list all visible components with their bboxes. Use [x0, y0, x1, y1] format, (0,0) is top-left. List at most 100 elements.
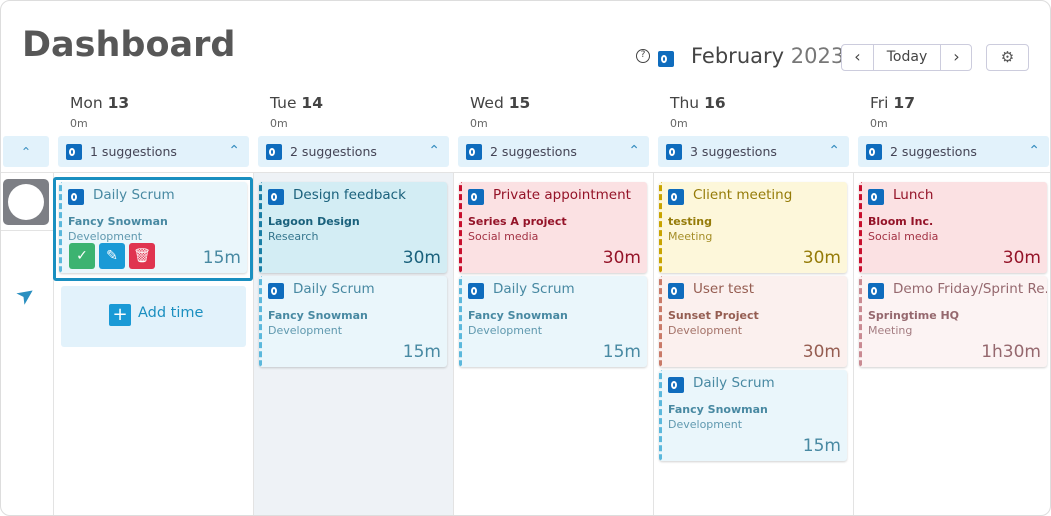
event-category: Development [68, 230, 143, 243]
event-duration: 30m [1002, 248, 1041, 268]
selection-outline [53, 177, 253, 281]
delete-button[interactable]: 🗑 [129, 243, 155, 269]
event-duration: 15m [402, 342, 441, 362]
collapse-button[interactable]: ⌃ [3, 136, 49, 167]
prev-button[interactable]: ‹ [842, 45, 874, 70]
day-header: Tue 14 [270, 94, 323, 112]
weekday: Fri [870, 94, 889, 112]
event-category: Research [268, 230, 319, 243]
event-project: Fancy Snowman [468, 309, 568, 322]
year: 2023 [790, 44, 845, 68]
date: 16 [704, 94, 726, 112]
event-duration: 30m [802, 248, 841, 268]
help-icon[interactable]: ? [636, 49, 650, 63]
event-project: Series A project [468, 215, 567, 228]
outlook-icon [866, 144, 882, 160]
event-duration: 15m [802, 436, 841, 456]
event-category: Development [268, 324, 343, 337]
day-total: 0m [670, 117, 688, 130]
suggestions-label: 3 suggestions [690, 144, 777, 159]
event-card[interactable]: Lunch Bloom Inc. Social media 30m [859, 182, 1047, 273]
date: 14 [301, 94, 323, 112]
weekday: Wed [470, 94, 504, 112]
column-line [453, 172, 454, 515]
outlook-icon [668, 283, 684, 299]
event-card[interactable]: Daily Scrum Fancy Snowman Development 15m [659, 370, 847, 461]
event-category: Development [668, 324, 743, 337]
expand-icon: ⌃ [428, 143, 440, 159]
divider [1, 172, 1050, 173]
event-card[interactable]: User test Sunset Project Development 30m [659, 276, 847, 367]
event-project: Lagoon Design [268, 215, 360, 228]
event-project: Sunset Project [668, 309, 759, 322]
expand-icon: ⌃ [228, 143, 240, 159]
event-card[interactable]: Private appointment Series A project Socia… [459, 182, 647, 273]
day-header: Mon 13 [70, 94, 129, 112]
add-time-label: Add time [138, 305, 204, 321]
event-card[interactable]: Design feedback Lagoon Design Research 30m [259, 182, 447, 273]
event-category: Meeting [668, 230, 713, 243]
day-header: Fri 17 [870, 94, 915, 112]
day-total: 0m [870, 117, 888, 130]
outlook-icon [666, 144, 682, 160]
event-card[interactable]: Demo Friday/Sprint Re... Springtime HQ Mee… [859, 276, 1047, 367]
event-project: Fancy Snowman [68, 215, 168, 228]
today-button[interactable]: Today [886, 49, 928, 65]
next-button[interactable]: › [940, 45, 972, 70]
outlook-icon [466, 144, 482, 160]
suggestions-bar[interactable]: 3 suggestions ⌃ [658, 136, 849, 167]
event-card[interactable]: Client meeting testing Meeting 30m [659, 182, 847, 273]
suggestions-bar[interactable]: 1 suggestions ⌃ [58, 136, 249, 167]
expand-icon: ⌃ [628, 143, 640, 159]
event-duration: 1h30m [981, 342, 1041, 362]
date: 15 [508, 94, 531, 112]
suggestions-bar[interactable]: 2 suggestions ⌃ [458, 136, 649, 167]
event-duration: 30m [602, 248, 641, 268]
suggestions-label: 2 suggestions [290, 144, 377, 159]
add-icon: + [109, 304, 131, 326]
suggestions-bar[interactable]: 2 suggestions ⌃ [858, 136, 1049, 167]
approve-button[interactable]: ✓ [69, 243, 95, 269]
event-title: Demo Friday/Sprint Re... [893, 281, 1047, 297]
avatar [3, 179, 49, 225]
outlook-icon [68, 189, 84, 205]
edit-button[interactable]: ✎ [99, 243, 125, 269]
event-card[interactable]: Daily Scrum Fancy Snowman Development 15m [459, 276, 647, 367]
event-duration: 15m [202, 248, 241, 268]
event-title: Lunch [893, 187, 934, 203]
event-project: Springtime HQ [868, 309, 960, 322]
outlook-icon [468, 189, 484, 205]
add-time[interactable]: + Add time [61, 286, 246, 347]
day-total: 0m [470, 117, 488, 130]
event-project: testing [668, 215, 712, 228]
event-category: Development [668, 418, 743, 431]
event-category: Social media [868, 230, 939, 243]
avatar-circle [8, 184, 44, 220]
expand-icon: ⌃ [1028, 143, 1040, 159]
event-title: Private appointment [493, 187, 631, 203]
outlook-icon [66, 144, 82, 160]
page-title: Dashboard [22, 25, 236, 65]
outlook-icon [468, 283, 484, 299]
outlook-icon [668, 189, 684, 205]
month: February [691, 44, 785, 68]
outlook-icon [668, 377, 684, 393]
suggestions-bar[interactable]: 2 suggestions ⌃ [258, 136, 449, 167]
event-card[interactable]: Daily Scrum Fancy Snowman Development 15m ✓ ✎… [59, 182, 247, 273]
day-header: Wed 15 [470, 94, 530, 112]
outlook-icon [658, 51, 674, 67]
event-title: Design feedback [293, 187, 406, 203]
event-title: Daily Scrum [293, 281, 375, 297]
settings-button[interactable]: ⚙ [986, 44, 1029, 71]
outlook-icon [268, 189, 284, 205]
event-duration: 15m [602, 342, 641, 362]
event-category: Development [468, 324, 543, 337]
column-line [653, 172, 654, 515]
event-project: Bloom Inc. [868, 215, 934, 228]
event-project: Fancy Snowman [268, 309, 368, 322]
event-project: Fancy Snowman [668, 403, 768, 416]
event-card[interactable]: Daily Scrum Fancy Snowman Development 15m [259, 276, 447, 367]
day-total: 0m [270, 117, 288, 130]
weekday: Mon [70, 94, 103, 112]
